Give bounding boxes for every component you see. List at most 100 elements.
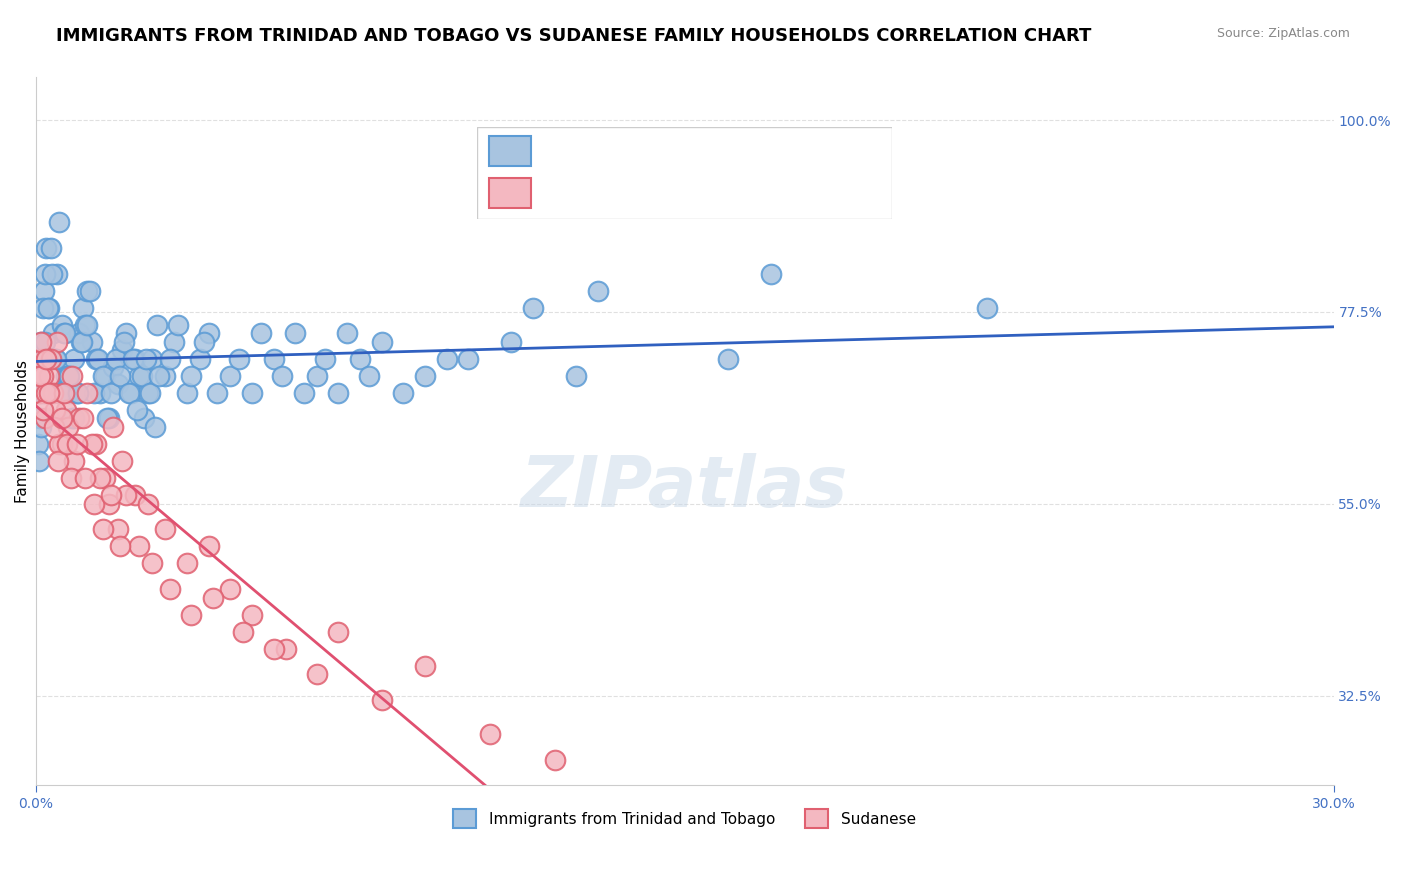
Point [34, 411, 56, 425]
Point [136, 497, 159, 511]
Point [336, 326, 359, 341]
Point [717, 351, 740, 366]
Point [370, 334, 392, 349]
Point [132, 411, 155, 425]
Point [98, 411, 121, 425]
Point [52, 326, 75, 341]
Point [115, 488, 138, 502]
Point [28, 411, 51, 425]
Point [349, 351, 371, 366]
Point [180, 607, 202, 622]
Point [167, 318, 190, 332]
Point [63, 454, 86, 468]
Point [436, 351, 458, 366]
Point [42, 420, 65, 434]
Point [759, 267, 782, 281]
Point [34, 267, 56, 281]
Point [28, 385, 51, 400]
Point [193, 334, 215, 349]
Point [72, 334, 94, 349]
Point [240, 385, 263, 400]
Point [49, 385, 72, 400]
Point [32, 385, 55, 400]
Point [112, 334, 135, 349]
Point [188, 351, 211, 366]
Point [103, 360, 125, 375]
Point [52, 385, 75, 400]
Point [51, 411, 73, 425]
Point [60, 368, 83, 383]
Point [42, 326, 65, 341]
Point [44, 403, 66, 417]
Point [27, 437, 49, 451]
Point [62, 411, 84, 425]
Point [79, 284, 101, 298]
Y-axis label: Family Households: Family Households [15, 359, 30, 503]
Point [76, 385, 98, 400]
Point [263, 641, 285, 656]
Point [263, 351, 285, 366]
Point [207, 385, 229, 400]
Point [30, 420, 52, 434]
Point [55, 403, 77, 417]
Point [30, 334, 52, 349]
Point [124, 488, 146, 502]
Point [53, 326, 76, 341]
Point [276, 641, 298, 656]
Point [108, 540, 131, 554]
Point [55, 368, 77, 383]
Point [51, 437, 73, 451]
Point [32, 301, 55, 315]
Point [392, 385, 415, 400]
Point [58, 368, 80, 383]
Point [91, 368, 114, 383]
Point [39, 351, 62, 366]
Point [51, 318, 73, 332]
Point [249, 326, 271, 341]
Point [48, 385, 70, 400]
Point [30, 334, 52, 349]
Point [66, 437, 89, 451]
Point [46, 267, 69, 281]
Point [413, 368, 436, 383]
Point [228, 351, 250, 366]
Text: IMMIGRANTS FROM TRINIDAD AND TOBAGO VS SUDANESE FAMILY HOUSEHOLDS CORRELATION CH: IMMIGRANTS FROM TRINIDAD AND TOBAGO VS S… [56, 27, 1091, 45]
Point [67, 326, 90, 341]
Point [28, 454, 51, 468]
Point [122, 351, 145, 366]
Point [67, 411, 90, 425]
Point [314, 351, 336, 366]
Point [32, 368, 55, 383]
Point [127, 403, 149, 417]
Point [100, 488, 122, 502]
Point [38, 368, 60, 383]
Point [31, 351, 53, 366]
Point [91, 522, 114, 536]
Point [89, 471, 111, 485]
Point [143, 420, 166, 434]
Point [111, 454, 134, 468]
Point [32, 284, 55, 298]
Point [124, 351, 146, 366]
Point [89, 385, 111, 400]
Point [135, 351, 157, 366]
Point [117, 385, 139, 400]
Point [141, 557, 163, 571]
Text: ZIPatlas: ZIPatlas [520, 453, 848, 523]
Point [34, 334, 56, 349]
Point [478, 727, 501, 741]
Point [32, 403, 55, 417]
Point [44, 351, 66, 366]
Point [34, 351, 56, 366]
Point [56, 368, 79, 383]
Point [84, 437, 107, 451]
Point [976, 301, 998, 315]
Point [357, 368, 380, 383]
Point [232, 624, 254, 639]
Point [240, 607, 263, 622]
Point [75, 471, 97, 485]
Point [197, 540, 219, 554]
Point [94, 368, 117, 383]
Point [155, 368, 177, 383]
Point [98, 497, 121, 511]
